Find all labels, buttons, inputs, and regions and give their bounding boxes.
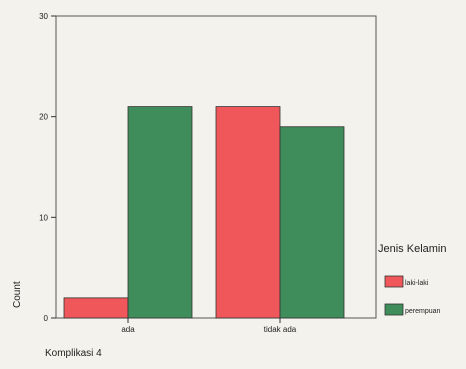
y-tick-label: 20: [39, 113, 48, 122]
bars: [63, 106, 345, 319]
legend: Jenis Kelamin laki-laki perempuan: [378, 243, 446, 316]
bar-laki-laki-tidak-ada: [215, 106, 281, 319]
legend-label-perempuan: perempuan: [405, 308, 441, 315]
bar-laki-laki-ada: [63, 297, 129, 319]
x-axis-title: Komplikasi 4: [45, 348, 102, 359]
y-tick-label: 30: [39, 12, 48, 21]
legend-swatch-laki-laki: [384, 275, 404, 288]
bar-perempuan-ada: [127, 106, 193, 319]
legend-title: Jenis Kelamin: [378, 243, 446, 255]
x-tick-label: ada: [121, 325, 135, 334]
y-axis: 0 10 20 30: [39, 12, 56, 323]
bar-perempuan-tidak-ada: [279, 126, 345, 319]
x-tick-label: tidak ada: [264, 325, 297, 334]
y-axis-title: Count: [12, 281, 23, 308]
y-tick-label: 10: [39, 213, 48, 222]
y-tick-label: 0: [44, 314, 49, 323]
legend-swatch-perempuan: [384, 303, 404, 316]
x-axis: ada tidak ada: [121, 318, 297, 334]
legend-label-laki-laki: laki-laki: [405, 280, 429, 287]
